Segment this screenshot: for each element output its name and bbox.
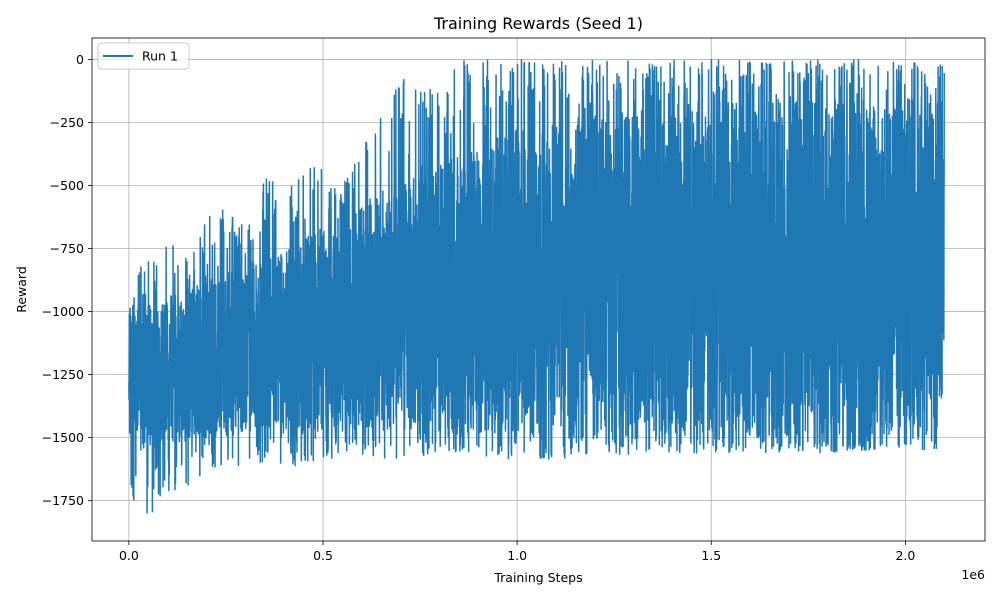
y-tick-label: −500 bbox=[50, 178, 84, 193]
series-run-1 bbox=[128, 58, 945, 514]
legend-label-run-1: Run 1 bbox=[142, 49, 178, 64]
chart-title: Training Rewards (Seed 1) bbox=[433, 14, 643, 33]
y-axis-label: Reward bbox=[14, 266, 29, 313]
legend: Run 1 bbox=[97, 42, 190, 70]
plot-frame bbox=[91, 37, 986, 542]
x-tick-label: 0.5 bbox=[313, 548, 333, 563]
legend-box bbox=[97, 42, 190, 70]
y-tick-label: −1750 bbox=[42, 493, 84, 508]
y-tick-label: 0 bbox=[76, 52, 84, 67]
x-tick-label: 2.0 bbox=[895, 548, 915, 563]
x-tick-label: 1.0 bbox=[507, 548, 527, 563]
x-axis-offset-label: 1e6 bbox=[961, 567, 985, 582]
x-axis-label: Training Steps bbox=[493, 570, 582, 585]
y-tick-label: −1500 bbox=[42, 430, 84, 445]
y-tick-label: −750 bbox=[50, 241, 84, 256]
y-tick-label: −1250 bbox=[42, 367, 84, 382]
x-tick-label: 0.0 bbox=[119, 548, 139, 563]
x-tick-label: 1.5 bbox=[701, 548, 721, 563]
y-tick-label: −1000 bbox=[42, 304, 84, 319]
y-tick-label: −250 bbox=[50, 115, 84, 130]
series-line-run-1 bbox=[128, 58, 945, 514]
axis-ticks: 0.0 0.5 1.0 1.5 2.0 0 −250 −500 −750 −1000 −1250 −1… bbox=[42, 52, 916, 563]
